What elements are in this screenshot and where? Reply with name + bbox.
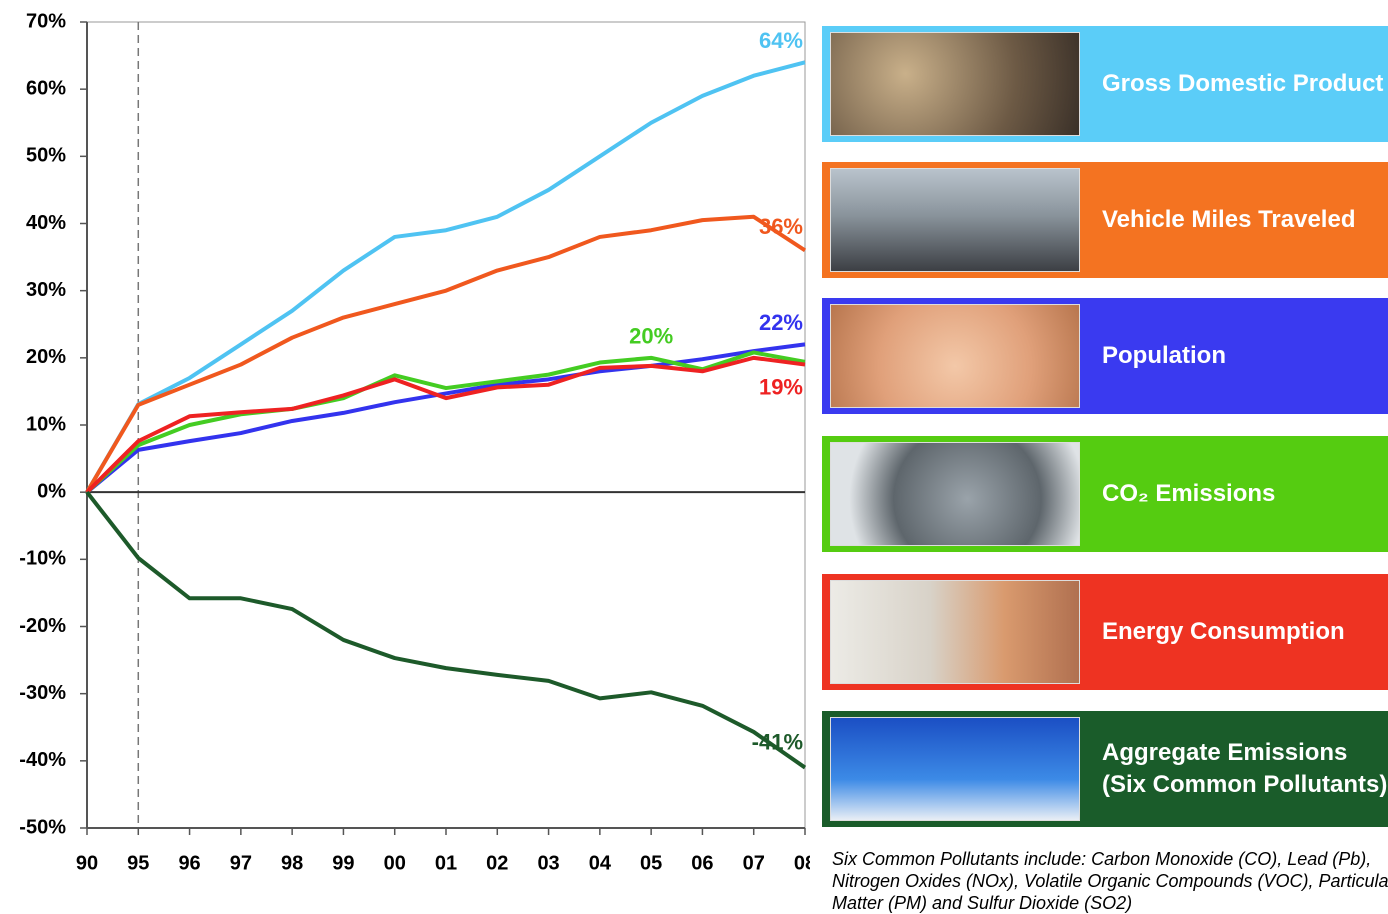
- x-tick-label: 01: [435, 852, 457, 874]
- legend-item: Population: [822, 298, 1388, 414]
- y-tick-label: 40%: [26, 212, 66, 234]
- y-tick-label: -50%: [19, 816, 66, 838]
- x-tick-label: 96: [178, 852, 200, 874]
- legend-label: CO₂ Emissions: [1102, 480, 1276, 507]
- y-tick-label: 20%: [26, 346, 66, 368]
- y-tick-label: 60%: [26, 77, 66, 99]
- legend-label: Aggregate Emissions (Six Common Pollutan…: [1102, 739, 1388, 798]
- x-tick-label: 07: [743, 852, 765, 874]
- series-line: [85, 355, 806, 494]
- x-tick-label: 97: [230, 852, 252, 874]
- footnote: Six Common Pollutants include: Carbon Mo…: [832, 849, 1388, 913]
- data-label: 36%: [759, 214, 803, 239]
- y-tick-label: 50%: [26, 145, 66, 167]
- x-tick-label: 02: [486, 852, 508, 874]
- y-tick-label: -30%: [19, 682, 66, 704]
- data-label: -41%: [752, 729, 803, 754]
- y-tick-label: 10%: [26, 413, 66, 435]
- x-tick-label: 95: [127, 852, 149, 874]
- series-line: [85, 214, 807, 494]
- y-tick-label: 70%: [26, 10, 66, 32]
- legend-photo: [830, 167, 1080, 273]
- legend-item: Vehicle Miles Traveled: [822, 162, 1388, 278]
- x-tick-label: 04: [589, 852, 612, 874]
- legend-label: Vehicle Miles Traveled: [1102, 206, 1356, 233]
- y-tick-label: -20%: [19, 615, 66, 637]
- legend-photo: [830, 441, 1080, 547]
- data-label: 64%: [759, 28, 803, 53]
- legend-item: CO₂ Emissions: [822, 436, 1388, 552]
- legend-label: Energy Consumption: [1102, 618, 1345, 645]
- x-tick-label: 00: [384, 852, 406, 874]
- x-tick-label: 99: [332, 852, 354, 874]
- data-label: 22%: [759, 310, 803, 335]
- y-tick-label: 0%: [37, 480, 66, 502]
- legend-photo: [830, 303, 1080, 409]
- series-line: [85, 490, 807, 770]
- y-tick-label: -10%: [19, 548, 66, 570]
- chart: 70% 60% 50% 40% 30% 20% 10% 0% -10% -20% -30% -40% -…: [19, 10, 810, 874]
- y-tick-label: 30%: [26, 279, 66, 301]
- x-tick-label: 05: [640, 852, 662, 874]
- series-line: [85, 350, 806, 494]
- series-line: [85, 342, 806, 494]
- legend-item: Energy Consumption: [822, 574, 1388, 690]
- x-tick-label: 03: [537, 852, 559, 874]
- legend-label: Population: [1102, 342, 1226, 369]
- x-tick-label: 08: [794, 852, 810, 874]
- series-line: [85, 60, 806, 494]
- x-tick-label: 06: [691, 852, 713, 874]
- legend-photo: [830, 716, 1080, 822]
- x-tick-label: 90: [76, 852, 98, 874]
- legend-item: Gross Domestic Product: [822, 26, 1388, 142]
- legend-label: Gross Domestic Product: [1102, 70, 1384, 97]
- x-tick-label: 98: [281, 852, 303, 874]
- y-tick-label: -40%: [19, 749, 66, 771]
- data-label: 20%: [629, 324, 673, 349]
- page: 70% 60% 50% 40% 30% 20% 10% 0% -10% -20% -30% -40% -…: [19, 10, 1388, 913]
- legend-photo: [830, 579, 1080, 685]
- data-label: 19%: [759, 374, 803, 399]
- legend-item: Aggregate Emissions (Six Common Pollutan…: [822, 711, 1388, 827]
- legend-photo: [830, 31, 1080, 137]
